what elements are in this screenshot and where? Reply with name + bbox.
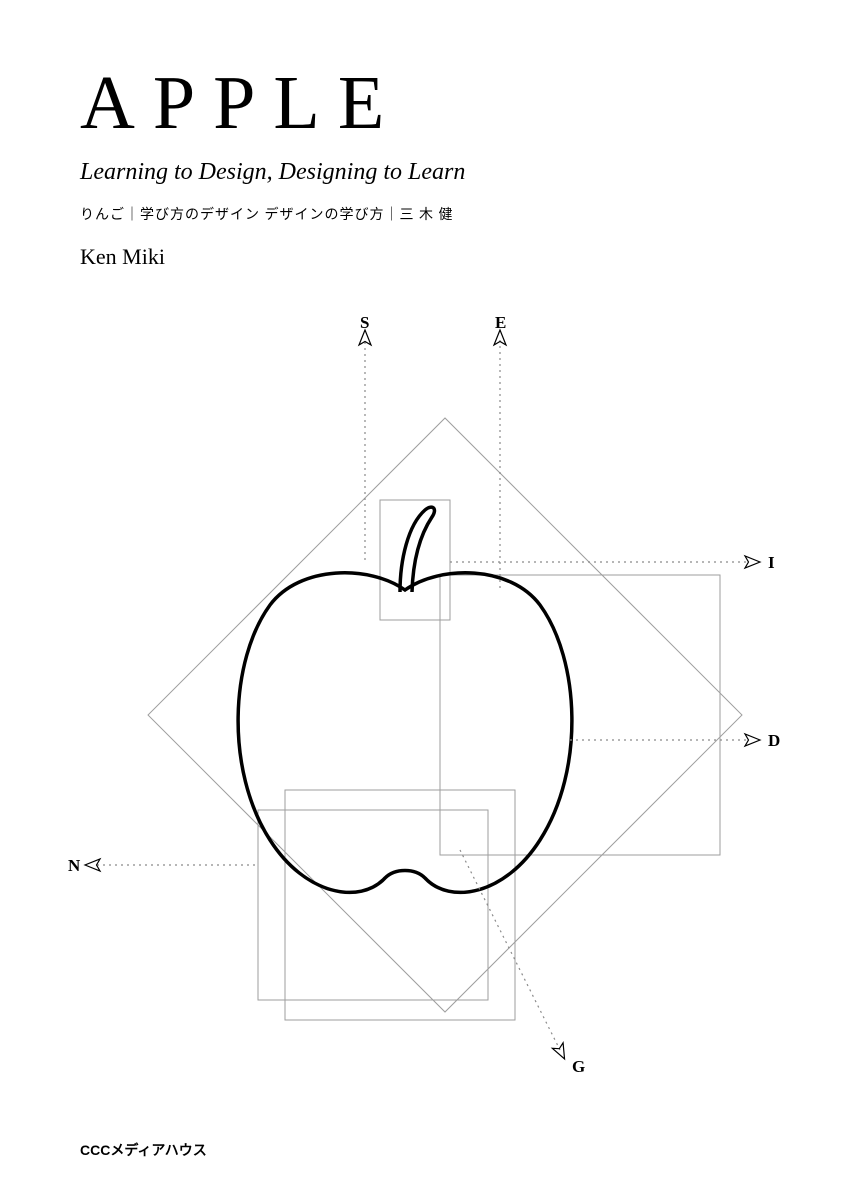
guide-rect xyxy=(440,575,720,855)
guide-rect xyxy=(258,810,488,1000)
pointer-label: I xyxy=(768,553,775,572)
book-subtitle: Learning to Design, Designing to Learn xyxy=(80,159,465,186)
publisher-name: CCCメディアハウス xyxy=(80,1140,207,1160)
arrowhead-icon xyxy=(745,734,760,746)
arrowhead-icon xyxy=(552,1043,570,1062)
guide-rect xyxy=(285,790,515,1020)
arrowhead-icon xyxy=(745,556,760,568)
pointer-label: N xyxy=(68,856,81,875)
book-title: APPLE xyxy=(80,60,465,147)
apple-diagram: S E I D N G xyxy=(0,310,850,1110)
pointer-label: G xyxy=(572,1057,585,1076)
arrowhead-icon xyxy=(494,330,506,345)
pointer-label: E xyxy=(495,313,506,332)
author-name: Ken Miki xyxy=(80,244,465,270)
apple-outline xyxy=(238,573,572,893)
pointer-label: S xyxy=(360,313,369,332)
pointer-label: D xyxy=(768,731,780,750)
japanese-subtitle: りんご｜学び方のデザイン デザインの学び方｜三 木 健 xyxy=(80,204,465,224)
